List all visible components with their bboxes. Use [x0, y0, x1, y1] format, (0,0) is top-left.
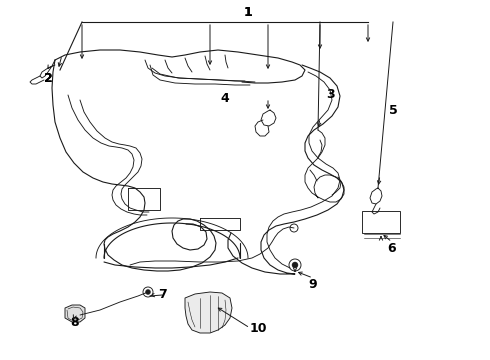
Text: 9: 9	[309, 279, 318, 292]
Polygon shape	[65, 305, 85, 322]
Text: 2: 2	[44, 72, 52, 85]
Text: 10: 10	[249, 321, 267, 334]
Text: 2: 2	[44, 72, 52, 85]
Text: 3: 3	[326, 89, 334, 102]
Text: 4: 4	[220, 91, 229, 104]
Text: 1: 1	[244, 5, 252, 18]
Circle shape	[146, 289, 150, 294]
Text: 5: 5	[389, 104, 397, 117]
Text: 6: 6	[388, 242, 396, 255]
Polygon shape	[185, 292, 232, 333]
Text: 7: 7	[158, 288, 167, 302]
Text: 8: 8	[71, 315, 79, 328]
Circle shape	[292, 262, 298, 268]
Text: 1: 1	[244, 5, 252, 18]
Bar	[362, 211, 400, 233]
